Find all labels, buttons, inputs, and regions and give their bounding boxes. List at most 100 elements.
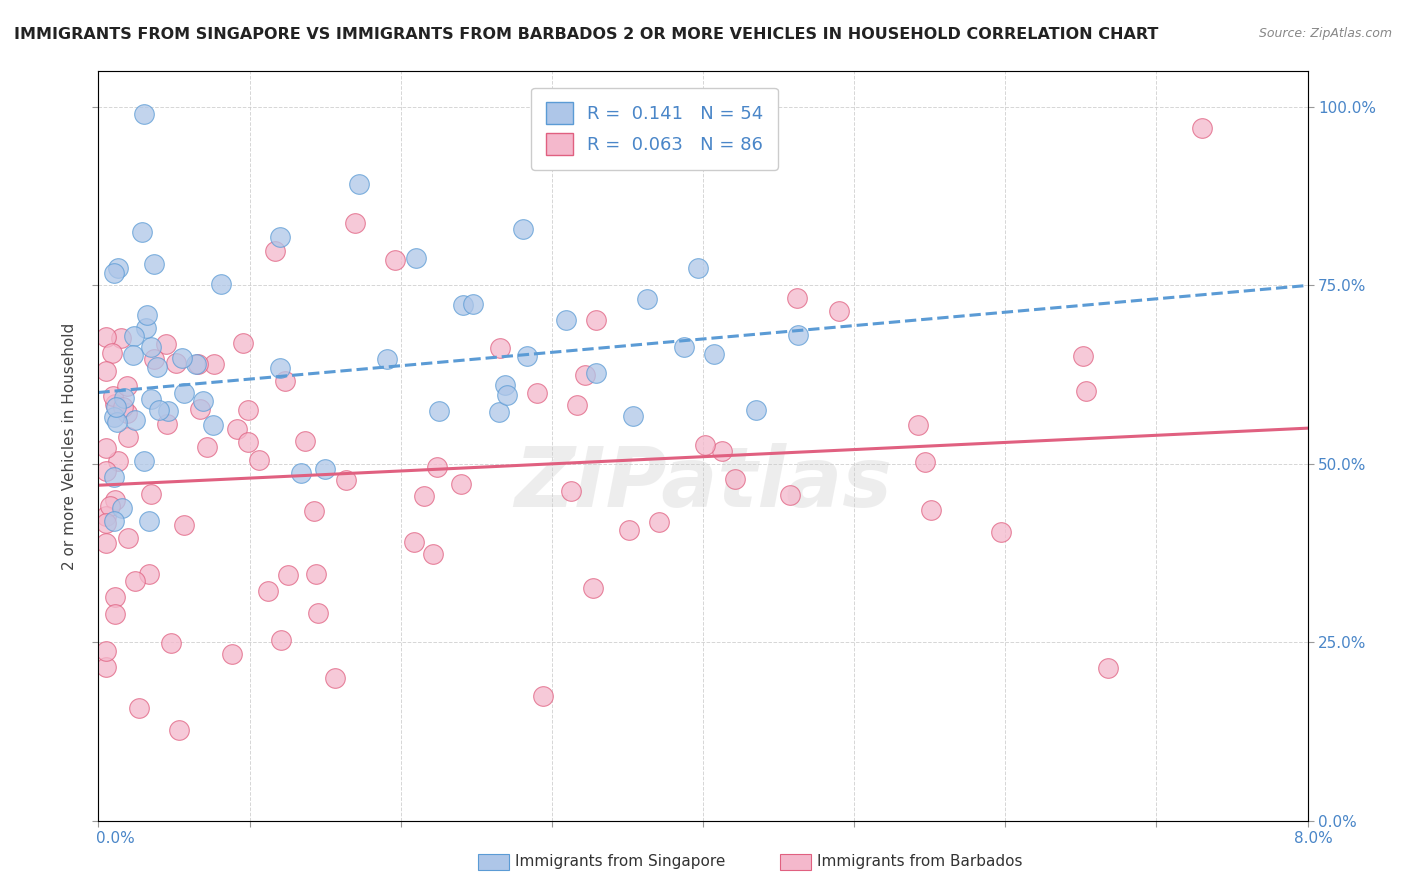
Point <box>426 459 449 474</box>
Point <box>745 403 768 417</box>
Point <box>159 635 181 649</box>
Point <box>135 321 157 335</box>
Point <box>193 393 215 408</box>
Point <box>617 523 640 537</box>
Point <box>117 430 139 444</box>
Point <box>335 473 357 487</box>
Point <box>103 470 125 484</box>
Point <box>141 487 163 501</box>
Point <box>131 225 153 239</box>
Point <box>202 357 225 371</box>
Point <box>236 434 259 449</box>
Text: ZIPatlas: ZIPatlas <box>515 443 891 524</box>
Point <box>343 216 366 230</box>
Point <box>990 525 1012 540</box>
Point <box>221 647 243 661</box>
Text: Source: ZipAtlas.com: Source: ZipAtlas.com <box>1258 27 1392 40</box>
Point <box>786 291 808 305</box>
Point <box>156 404 179 418</box>
Point <box>100 346 122 360</box>
Point <box>274 374 297 388</box>
Point <box>156 417 179 432</box>
Point <box>112 400 135 414</box>
Point <box>307 606 329 620</box>
Point <box>693 438 716 452</box>
Point <box>405 251 427 265</box>
Point <box>169 723 191 738</box>
Point <box>907 417 929 432</box>
Point <box>112 392 135 406</box>
Point <box>188 401 211 416</box>
Point <box>582 581 605 595</box>
Point <box>711 444 734 458</box>
Point <box>104 397 127 411</box>
Point <box>121 348 143 362</box>
Text: 8.0%: 8.0% <box>1294 831 1333 846</box>
Point <box>139 392 162 406</box>
Point <box>122 328 145 343</box>
Point <box>103 514 125 528</box>
Point <box>828 304 851 318</box>
Point <box>413 490 436 504</box>
Text: IMMIGRANTS FROM SINGAPORE VS IMMIGRANTS FROM BARBADOS 2 OR MORE VEHICLES IN HOUS: IMMIGRANTS FROM SINGAPORE VS IMMIGRANTS … <box>14 27 1159 42</box>
Text: Immigrants from Barbados: Immigrants from Barbados <box>817 855 1022 869</box>
Point <box>165 356 187 370</box>
Point <box>155 337 177 351</box>
Point <box>269 230 291 244</box>
Point <box>136 308 159 322</box>
Point <box>429 404 451 418</box>
Point <box>148 403 170 417</box>
Point <box>94 659 117 673</box>
Point <box>103 409 125 424</box>
Point <box>516 349 538 363</box>
Point <box>554 313 576 327</box>
Point <box>375 351 398 366</box>
Point <box>270 632 292 647</box>
Point <box>115 378 138 392</box>
Point <box>277 567 299 582</box>
Point <box>574 368 596 383</box>
Point <box>104 590 127 604</box>
Point <box>724 472 747 486</box>
Point <box>236 403 259 417</box>
Point <box>1076 384 1098 398</box>
Point <box>211 277 233 291</box>
Text: 0.0%: 0.0% <box>96 831 135 846</box>
Point <box>98 499 121 513</box>
Point <box>117 531 139 545</box>
Point <box>512 222 534 236</box>
Point <box>686 261 709 276</box>
Point <box>139 340 162 354</box>
Point <box>1071 349 1094 363</box>
Point <box>138 514 160 528</box>
Point <box>138 566 160 581</box>
Point <box>621 409 644 423</box>
Point <box>124 412 146 426</box>
Point <box>673 340 696 354</box>
Point <box>488 405 510 419</box>
Text: Immigrants from Singapore: Immigrants from Singapore <box>515 855 725 869</box>
Point <box>489 341 512 355</box>
Point <box>225 422 247 436</box>
Point <box>404 535 426 549</box>
Point <box>184 358 207 372</box>
Point <box>173 385 195 400</box>
Point <box>531 689 554 703</box>
Point <box>463 297 485 311</box>
Point <box>914 455 936 469</box>
Point <box>94 536 117 550</box>
Point <box>107 260 129 275</box>
Point <box>1191 121 1213 136</box>
Point <box>249 452 271 467</box>
Point <box>494 377 516 392</box>
Point <box>94 330 117 344</box>
Point <box>921 502 943 516</box>
Point <box>132 454 155 468</box>
Point <box>94 364 117 378</box>
Point <box>314 462 336 476</box>
Point <box>323 671 346 685</box>
Point <box>110 331 132 345</box>
Point <box>647 515 669 529</box>
Point <box>94 644 117 658</box>
Point <box>105 415 128 429</box>
